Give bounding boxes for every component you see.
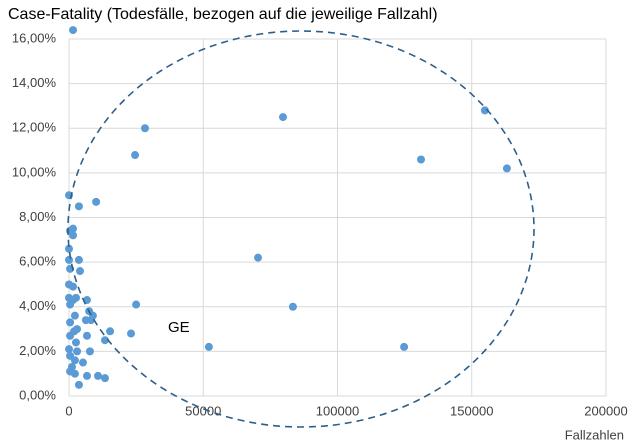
point xyxy=(71,338,80,347)
grid: 0,00% 2,00% 4,00% 6,00% 8,00% 10,00% 12,00% 14,… xyxy=(12,30,628,418)
point xyxy=(82,371,91,380)
point xyxy=(92,197,101,206)
x-axis-label: Fallzahlen xyxy=(565,427,624,442)
x-tick-label: 100000 xyxy=(316,403,359,418)
point xyxy=(69,26,78,35)
point xyxy=(81,316,90,325)
point xyxy=(93,371,102,380)
point xyxy=(127,329,136,338)
point xyxy=(140,124,149,133)
point xyxy=(66,331,75,340)
point xyxy=(65,244,73,253)
chart-title: Case-Fatality (Todesfälle, bezogen auf d… xyxy=(8,6,438,23)
annotation: GE xyxy=(168,319,190,336)
point xyxy=(73,347,82,356)
point xyxy=(480,106,489,115)
point xyxy=(70,356,79,365)
y-tick-label: 8,00% xyxy=(19,209,56,224)
point xyxy=(85,347,94,356)
point xyxy=(78,358,87,367)
y-tick-label: 16,00% xyxy=(12,30,57,45)
point xyxy=(74,255,83,264)
point xyxy=(69,296,78,305)
point xyxy=(74,380,83,389)
x-tick-label: 50000 xyxy=(185,403,221,418)
y-tick-label: 0,00% xyxy=(19,387,56,402)
point xyxy=(82,331,91,340)
point xyxy=(69,231,78,240)
point xyxy=(400,342,409,351)
point xyxy=(204,342,213,351)
y-tick-label: 10,00% xyxy=(12,164,57,179)
x-tick-label: 0 xyxy=(65,403,72,418)
point xyxy=(65,255,73,264)
point xyxy=(70,369,79,378)
point xyxy=(66,318,75,327)
point xyxy=(65,345,73,354)
point xyxy=(278,113,287,122)
point xyxy=(132,300,141,309)
points xyxy=(65,26,511,389)
point xyxy=(417,155,426,164)
point xyxy=(100,336,109,345)
highlight-ellipse xyxy=(67,30,535,428)
y-tick-label: 4,00% xyxy=(19,298,56,313)
point xyxy=(70,311,79,320)
y-tick-label: 12,00% xyxy=(12,120,57,135)
point xyxy=(106,327,115,336)
y-tick-label: 6,00% xyxy=(19,254,56,269)
x-tick-label: 150000 xyxy=(450,403,493,418)
point xyxy=(502,164,511,173)
point xyxy=(254,253,263,262)
point xyxy=(100,374,109,383)
point xyxy=(76,267,85,276)
point xyxy=(74,202,83,211)
point xyxy=(69,282,78,291)
y-tick-label: 14,00% xyxy=(12,75,57,90)
point xyxy=(131,151,140,160)
y-tick-label: 2,00% xyxy=(19,343,56,358)
point xyxy=(288,302,297,311)
x-tick-label: 200000 xyxy=(584,403,627,418)
